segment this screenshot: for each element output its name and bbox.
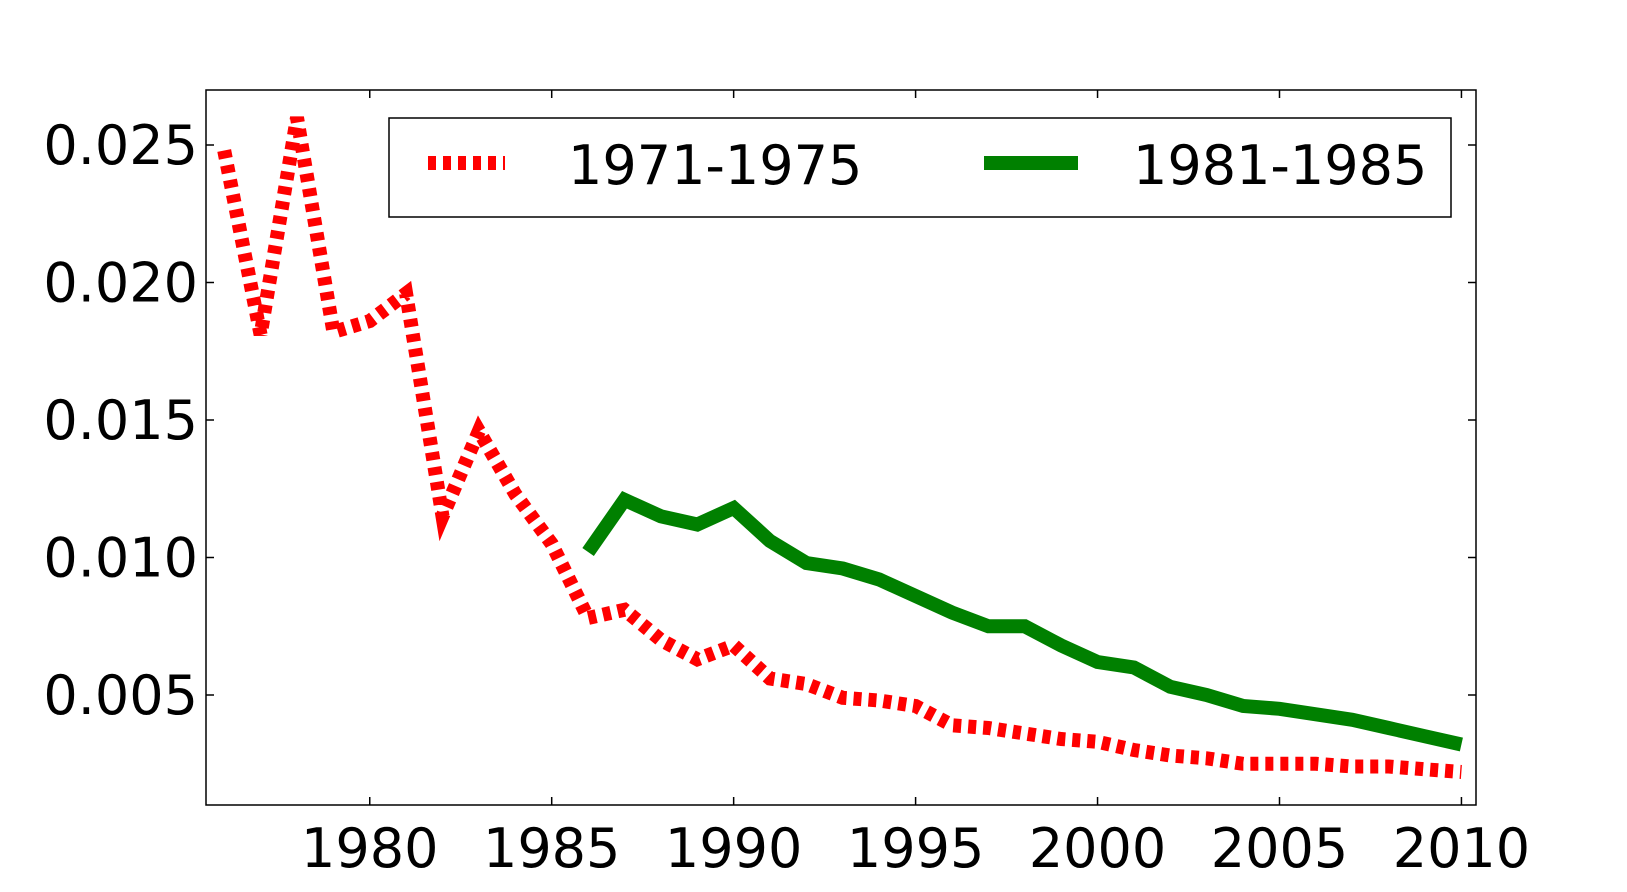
x-tick-label: 2000 xyxy=(1029,817,1166,880)
legend: 1971-1975 1981-1985 xyxy=(388,117,1452,218)
x-tick-label: 1995 xyxy=(847,817,984,880)
axis-ticks xyxy=(206,90,1476,805)
x-tick-label: 1980 xyxy=(301,817,438,880)
series-line-1 xyxy=(217,116,1462,779)
y-tick-label: 0.015 xyxy=(43,389,198,452)
legend-box xyxy=(388,117,1452,218)
y-tick-label: 0.010 xyxy=(43,527,198,590)
x-tick-label: 2010 xyxy=(1393,817,1530,880)
legend-label-series-2: 1981-1985 xyxy=(1133,134,1427,197)
x-tick-label: 2005 xyxy=(1211,817,1348,880)
legend-label-series-1: 1971-1975 xyxy=(568,134,862,197)
x-axis-tick-labels: 1980 1985 1990 1995 2000 2005 2010 xyxy=(301,817,1530,880)
y-tick-label: 0.025 xyxy=(43,114,198,177)
plot-frame xyxy=(205,89,1477,806)
y-axis-tick-labels: 0.005 0.010 0.015 0.020 0.025 xyxy=(43,114,198,727)
x-tick-label: 1990 xyxy=(665,817,802,880)
y-tick-label: 0.005 xyxy=(43,664,198,727)
x-tick-label: 1985 xyxy=(483,817,620,880)
series-lines xyxy=(217,116,1463,779)
series-line-2 xyxy=(582,491,1463,752)
y-tick-label: 0.020 xyxy=(43,252,198,315)
